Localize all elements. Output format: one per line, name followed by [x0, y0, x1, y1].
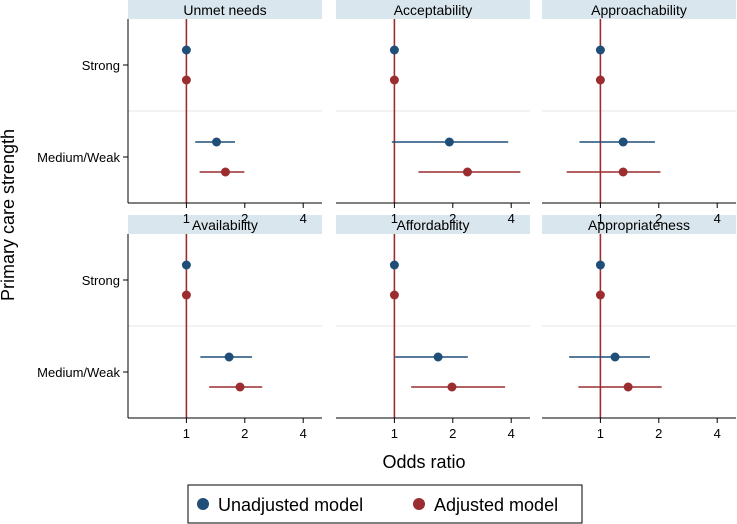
panels-layer: Unmet needs Acceptability Approachability A…	[128, 0, 736, 418]
y-tick-label-medium-weak: Medium/Weak	[37, 365, 120, 380]
panel-header-unmet-needs	[128, 0, 322, 19]
point-unadjusted-model	[389, 45, 399, 55]
axes-layer: 1 2 4 Strong Medium/Weak 1 2 4 1 2 4 1 2 4 Strong Mediu…	[37, 19, 736, 441]
panel-header-affordability	[336, 215, 530, 234]
point-unadjusted-model	[595, 260, 605, 270]
panel-header-acceptability	[336, 0, 530, 19]
point-adjusted-model	[389, 75, 399, 85]
panel-header-appropriateness	[542, 215, 736, 234]
legend-label-adjusted: Adjusted model	[434, 495, 558, 515]
point-adjusted-model	[389, 290, 399, 300]
point-adjusted-model	[618, 167, 628, 177]
point-adjusted-model	[595, 75, 605, 85]
panel-title-affordability: Affordability	[397, 217, 470, 233]
x-tick-label: 2	[655, 211, 662, 226]
panel-appropriateness: Appropriateness	[542, 215, 736, 418]
y-tick-label-strong: Strong	[82, 273, 120, 288]
panel-title-acceptability: Acceptability	[394, 2, 473, 18]
x-tick-label: 4	[508, 426, 515, 441]
x-tick-label: 1	[391, 211, 398, 226]
panel-title-appropriateness: Appropriateness	[588, 217, 690, 233]
legend-box	[187, 484, 583, 524]
point-unadjusted-model	[444, 137, 454, 147]
panel-header-availability	[128, 215, 322, 234]
x-tick-label: 2	[241, 211, 248, 226]
point-unadjusted-model	[618, 137, 628, 147]
x-tick-label: 2	[449, 211, 456, 226]
x-tick-label: 4	[508, 211, 515, 226]
point-unadjusted-model	[212, 137, 222, 147]
point-adjusted-model	[595, 290, 605, 300]
panel-unmet-needs: Unmet needs	[128, 0, 322, 203]
x-tick-label: 2	[655, 426, 662, 441]
panel-availability: Availability	[128, 215, 322, 418]
legend-marker-unadjusted	[197, 498, 209, 510]
panel-title-approachability: Approachability	[591, 2, 687, 18]
legend-marker-adjusted	[413, 498, 425, 510]
panel-header-approachability	[542, 0, 736, 19]
x-tick-label: 1	[391, 426, 398, 441]
x-tick-label: 1	[183, 211, 190, 226]
x-tick-label: 4	[714, 211, 721, 226]
x-tick-label: 4	[300, 426, 307, 441]
panel-title-unmet-needs: Unmet needs	[183, 2, 266, 18]
x-axis-title: Odds ratio	[382, 452, 465, 472]
point-adjusted-model	[181, 290, 191, 300]
point-unadjusted-model	[181, 260, 191, 270]
y-tick-label-strong: Strong	[82, 58, 120, 73]
point-adjusted-model	[181, 75, 191, 85]
x-tick-label: 4	[714, 426, 721, 441]
legend-label-unadjusted: Unadjusted model	[218, 495, 363, 515]
x-tick-label: 2	[449, 426, 456, 441]
point-unadjusted-model	[389, 260, 399, 270]
panel-acceptability: Acceptability	[336, 0, 530, 203]
y-axis-title: Primary care strength	[0, 129, 18, 301]
x-tick-label: 1	[597, 426, 604, 441]
point-adjusted-model	[447, 382, 457, 392]
point-adjusted-model	[220, 167, 230, 177]
x-tick-label: 1	[597, 211, 604, 226]
point-adjusted-model	[462, 167, 472, 177]
panel-approachability: Approachability	[542, 0, 736, 203]
panel-title-availability: Availability	[192, 217, 258, 233]
point-unadjusted-model	[433, 352, 443, 362]
x-tick-label: 1	[183, 426, 190, 441]
x-tick-label: 4	[300, 211, 307, 226]
point-unadjusted-model	[595, 45, 605, 55]
point-unadjusted-model	[181, 45, 191, 55]
point-adjusted-model	[623, 382, 633, 392]
legend: Unadjusted model Adjusted model	[187, 484, 583, 524]
point-unadjusted-model	[224, 352, 234, 362]
point-adjusted-model	[235, 382, 245, 392]
x-tick-label: 2	[241, 426, 248, 441]
y-tick-label-medium-weak: Medium/Weak	[37, 150, 120, 165]
panel-affordability: Affordability	[336, 215, 530, 418]
point-unadjusted-model	[610, 352, 620, 362]
